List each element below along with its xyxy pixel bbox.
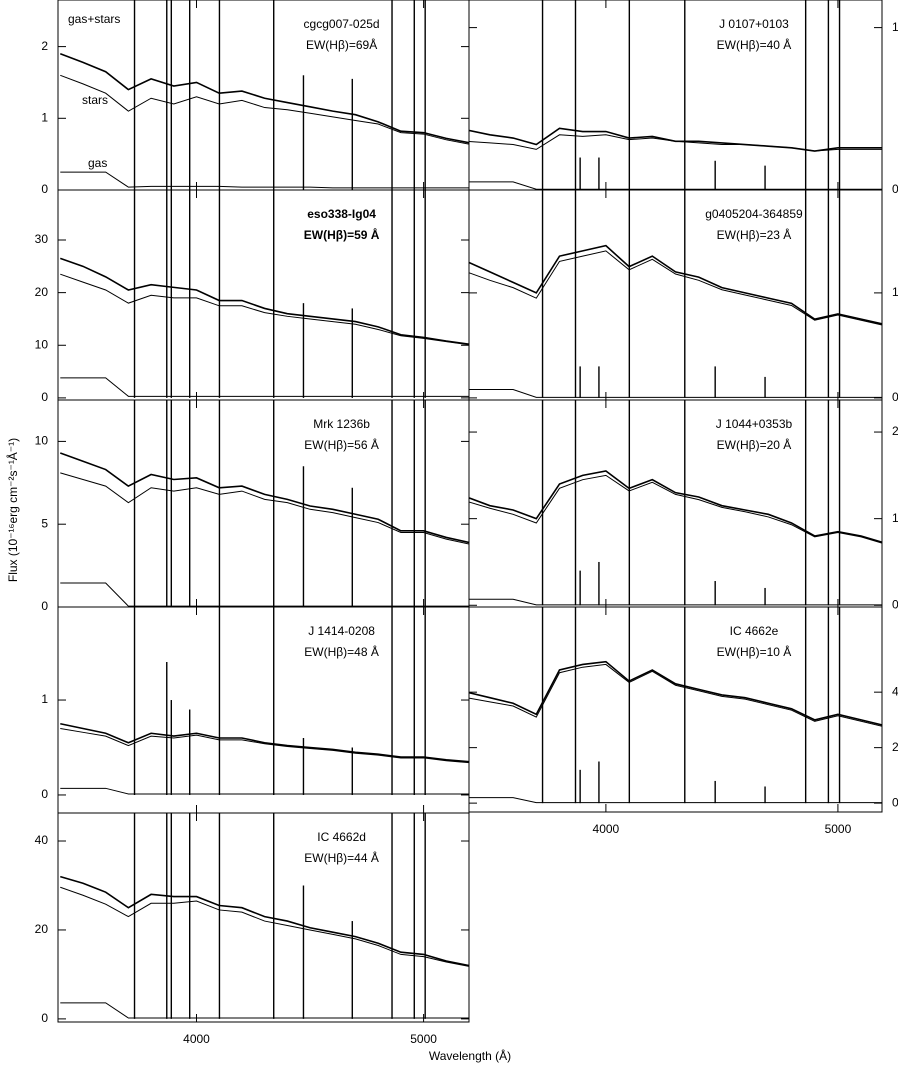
y-axis-label: Flux (10⁻¹⁶erg cm⁻²s⁻¹Å⁻¹) bbox=[5, 438, 20, 582]
panel-frame bbox=[468, 399, 883, 608]
spectrum-line bbox=[469, 470, 882, 544]
panel bbox=[469, 607, 882, 804]
y-tick-label: 0 bbox=[41, 599, 48, 613]
spectrum-line bbox=[59, 452, 469, 544]
panel-subtitle: EW(Hβ)=48 Å bbox=[304, 644, 379, 659]
y-tick-label: 2 bbox=[41, 39, 48, 53]
panel-title: g0405204-364859 bbox=[705, 207, 803, 221]
y-tick-label: 30 bbox=[35, 232, 49, 246]
spectrum-line bbox=[60, 171, 469, 189]
y-tick-label: 1 bbox=[41, 110, 48, 124]
y-tick-label: 1 bbox=[892, 511, 898, 525]
panel-subtitle: EW(Hβ)=69Å bbox=[306, 37, 377, 52]
x-axis-label: Wavelength (Å) bbox=[429, 1048, 511, 1063]
spectrum-line bbox=[469, 663, 882, 727]
panel-title: J 1044+0353b bbox=[716, 417, 793, 431]
panel-subtitle: EW(Hβ)=59 Å bbox=[304, 227, 380, 242]
panel-title: cgcg007-025d bbox=[304, 17, 380, 31]
panel-subtitle: EW(Hβ)=44 Å bbox=[304, 850, 379, 865]
spectrum-line bbox=[469, 181, 882, 190]
y-tick-label: 2 bbox=[892, 424, 898, 438]
x-tick-label: 5000 bbox=[825, 822, 852, 836]
y-tick-label: 20 bbox=[35, 922, 49, 936]
panel bbox=[59, 400, 469, 607]
y-tick-label: 10 bbox=[35, 337, 49, 351]
panel-subtitle: EW(Hβ)=23 Å bbox=[717, 227, 792, 242]
panel-title: eso338-Ig04 bbox=[307, 207, 376, 221]
spectrum-line bbox=[60, 722, 469, 763]
panel-title: IC 4662e bbox=[730, 624, 779, 638]
x-tick-label: 4000 bbox=[183, 1032, 210, 1046]
spectrum-line bbox=[469, 250, 882, 326]
panel-title: IC 4662d bbox=[317, 830, 366, 844]
spectrum-line bbox=[469, 660, 882, 726]
panel-frame bbox=[57, 812, 470, 1023]
spectrum-line bbox=[469, 797, 882, 804]
y-tick-label: 5 bbox=[41, 516, 48, 530]
panel-frame bbox=[468, 189, 883, 401]
spectrum-line bbox=[60, 273, 469, 346]
panel-frame bbox=[57, 399, 470, 608]
spectrum-line bbox=[60, 886, 469, 967]
panel bbox=[469, 0, 882, 190]
y-tick-label: 0 bbox=[892, 390, 898, 404]
panel-subtitle: EW(Hβ)=56 Å bbox=[304, 437, 379, 452]
spectrum-line bbox=[60, 1002, 469, 1019]
panel bbox=[60, 813, 469, 1019]
panel-frame bbox=[468, 0, 883, 191]
panel-title: Mrk 1236b bbox=[313, 417, 370, 431]
spectrum-line bbox=[60, 875, 469, 967]
y-tick-label: 2 bbox=[892, 740, 898, 754]
x-tick-label: 5000 bbox=[410, 1032, 437, 1046]
panel-frame bbox=[468, 606, 883, 813]
series-label: gas bbox=[88, 156, 107, 170]
panel-title: J 0107+0103 bbox=[719, 17, 789, 31]
panel-subtitle: EW(Hβ)=10 Å bbox=[717, 644, 792, 659]
spectrum-line bbox=[60, 377, 469, 397]
spectrum-line bbox=[469, 474, 882, 544]
spectrum-line bbox=[60, 728, 469, 764]
panel bbox=[60, 190, 469, 398]
y-tick-label: 0 bbox=[892, 182, 898, 196]
y-tick-label: 0 bbox=[41, 390, 48, 404]
panel-frame bbox=[57, 0, 470, 191]
y-tick-label: 20 bbox=[35, 285, 49, 299]
y-tick-label: 0 bbox=[41, 182, 48, 196]
panel-subtitle: EW(Hβ)=20 Å bbox=[717, 437, 792, 452]
panel-subtitle: EW(Hβ)=40 Å bbox=[717, 37, 792, 52]
spectrum-line bbox=[469, 244, 882, 325]
spectrum-line bbox=[469, 134, 882, 152]
panel bbox=[59, 0, 469, 190]
panel bbox=[469, 400, 882, 606]
y-tick-label: 1 bbox=[892, 285, 898, 299]
spectrum-line bbox=[60, 582, 469, 607]
spectrum-line bbox=[60, 472, 469, 545]
spectrum-line bbox=[469, 598, 882, 606]
panel-frame bbox=[57, 189, 470, 401]
spectrum-line bbox=[469, 389, 882, 398]
spectrum-line bbox=[60, 787, 469, 795]
y-tick-label: 0 bbox=[41, 1011, 48, 1025]
spectrum-line bbox=[59, 53, 469, 144]
series-label: stars bbox=[82, 93, 108, 107]
panel-frame bbox=[57, 606, 470, 814]
y-tick-label: 40 bbox=[35, 833, 49, 847]
x-tick-label: 4000 bbox=[593, 822, 620, 836]
y-tick-label: 0 bbox=[892, 795, 898, 809]
y-tick-label: 1 bbox=[892, 20, 898, 34]
spectrum-line bbox=[60, 257, 469, 346]
y-tick-label: 10 bbox=[35, 434, 49, 448]
y-tick-label: 1 bbox=[41, 692, 48, 706]
panel-title: J 1414-0208 bbox=[308, 624, 375, 638]
y-tick-label: 0 bbox=[892, 597, 898, 611]
spectrum-line bbox=[60, 74, 469, 145]
panel bbox=[469, 190, 882, 398]
y-tick-label: 0 bbox=[41, 787, 48, 801]
y-tick-label: 4 bbox=[892, 684, 898, 698]
series-label: gas+stars bbox=[68, 12, 120, 26]
panel bbox=[60, 607, 469, 795]
